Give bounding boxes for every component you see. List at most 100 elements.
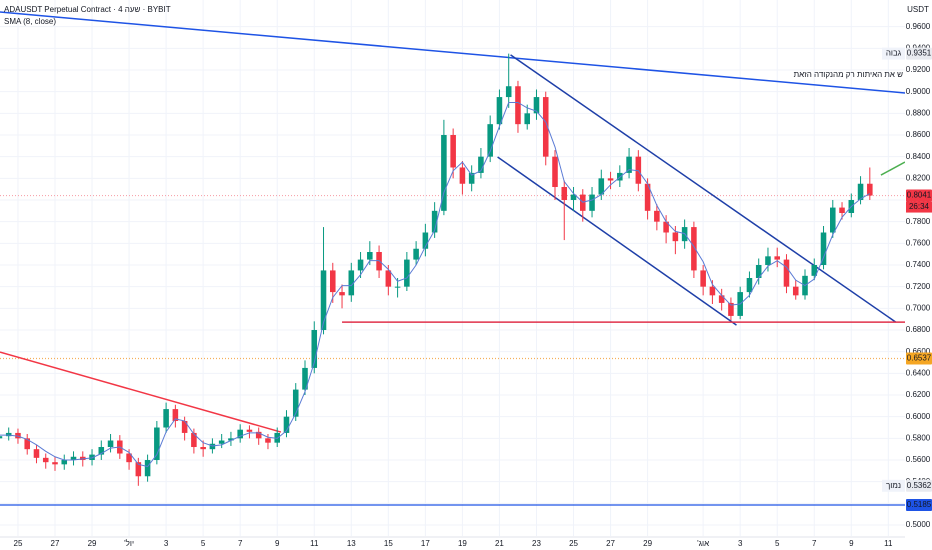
candle-body	[61, 460, 68, 465]
candle-body	[718, 295, 725, 303]
candle-body	[0, 436, 3, 439]
candle-body	[867, 183, 873, 196]
candle-body	[172, 409, 179, 422]
candle-body	[644, 183, 651, 211]
x-tick-label: 17	[421, 539, 430, 548]
candle-body	[524, 113, 530, 125]
candle-body	[311, 330, 318, 368]
candle-body	[218, 440, 225, 444]
y-tick-label: 0.8800	[906, 108, 931, 117]
axes: 25 27 29 יול' 3 5 7 9 11 13 15 17 19 21 23 25 27 29 אוג' 3 5…	[14, 22, 932, 548]
candle-body	[144, 460, 151, 477]
price-tag-note: נמוך	[886, 481, 901, 490]
price-tag-label: 0.8041	[907, 191, 932, 200]
x-tick-label: 3	[738, 539, 743, 548]
y-tick-label: 0.6400	[906, 368, 931, 377]
candle-body	[320, 270, 327, 331]
y-tick-label: 0.7000	[906, 303, 931, 312]
trend-line	[0, 351, 282, 433]
candle-body	[755, 265, 762, 279]
candle-body	[413, 248, 419, 260]
x-tick-label: אוג'	[697, 539, 709, 548]
candle-body	[209, 443, 216, 450]
x-tick-label: 9	[849, 539, 854, 548]
candle-body	[339, 292, 345, 296]
candle-body	[394, 286, 401, 288]
candle-body	[42, 457, 49, 463]
candle-body	[533, 97, 540, 114]
candle-body	[700, 270, 706, 287]
y-tick-label: 0.9000	[906, 87, 931, 96]
candle-body	[163, 409, 169, 428]
x-tick-label: 11	[310, 539, 319, 548]
sma-legend: SMA (8, close)	[4, 17, 56, 26]
trend-line	[510, 54, 897, 323]
y-tick-label: 0.8200	[906, 173, 931, 182]
price-tag-note-box	[906, 201, 932, 213]
y-axis-label: USDT	[907, 5, 929, 14]
trend-line	[880, 161, 905, 176]
x-tick-label: 29	[88, 539, 97, 548]
x-tick-label: 25	[14, 539, 23, 548]
candle-body	[404, 259, 410, 287]
candle-body	[626, 156, 632, 173]
candle-body	[820, 232, 827, 265]
candle-body	[487, 124, 493, 157]
candle-body	[468, 172, 475, 184]
candle-body	[746, 278, 753, 293]
candle-body	[107, 440, 114, 448]
plot-area	[0, 11, 905, 506]
price-tag-label: 0.6537	[907, 354, 932, 363]
candle-body	[478, 156, 484, 173]
candle-body	[265, 438, 271, 443]
candle-body	[441, 134, 447, 211]
candle-body	[672, 232, 679, 242]
y-tick-label: 0.6000	[906, 412, 931, 421]
price-tag-label: 0.5362	[907, 481, 932, 490]
y-tick-label: 0.7800	[906, 217, 931, 226]
candle-body	[783, 259, 790, 287]
candle-body	[561, 186, 568, 200]
candle-body	[857, 183, 864, 200]
price-axis	[905, 0, 932, 550]
y-tick-label: 0.8600	[906, 130, 931, 139]
trend-line	[497, 156, 737, 326]
candle-body	[709, 286, 716, 296]
y-tick-label: 0.5000	[906, 520, 931, 529]
price-tag-label: 0.5185	[907, 500, 932, 509]
price-tag	[906, 47, 932, 60]
candle-body	[52, 462, 58, 465]
candle-body	[663, 221, 669, 233]
candle-body	[635, 156, 642, 184]
candle-body	[330, 270, 336, 293]
candle-body	[765, 256, 771, 265]
x-tick-label: 7	[812, 539, 817, 548]
x-tick-label: 5	[201, 539, 206, 548]
candle-body	[422, 232, 429, 249]
grid	[0, 0, 905, 536]
price-tag-note: גבוה	[886, 49, 902, 58]
candle-body	[15, 432, 21, 439]
price-tag-note-box	[882, 47, 905, 60]
candle-body	[552, 156, 558, 187]
candle-body	[367, 251, 373, 260]
candle-body	[515, 86, 521, 125]
x-tick-label: 15	[384, 539, 393, 548]
candle-body	[98, 447, 105, 455]
candle-body	[839, 207, 845, 213]
candle-body	[654, 210, 660, 222]
candle-body	[80, 456, 86, 461]
x-tick-label: 29	[643, 539, 652, 548]
candle-body	[357, 259, 364, 271]
x-tick-label: 19	[458, 539, 467, 548]
x-tick-label: 25	[569, 539, 578, 548]
candle-body	[830, 207, 836, 233]
y-tick-label: 0.6600	[906, 347, 931, 356]
candle-body	[431, 210, 438, 233]
y-tick-label: 0.8400	[906, 152, 931, 161]
trend-line	[0, 11, 905, 94]
candle-body	[792, 286, 799, 296]
candle-body	[292, 389, 299, 417]
sma-line	[0, 101, 871, 468]
price-tag	[906, 498, 932, 511]
